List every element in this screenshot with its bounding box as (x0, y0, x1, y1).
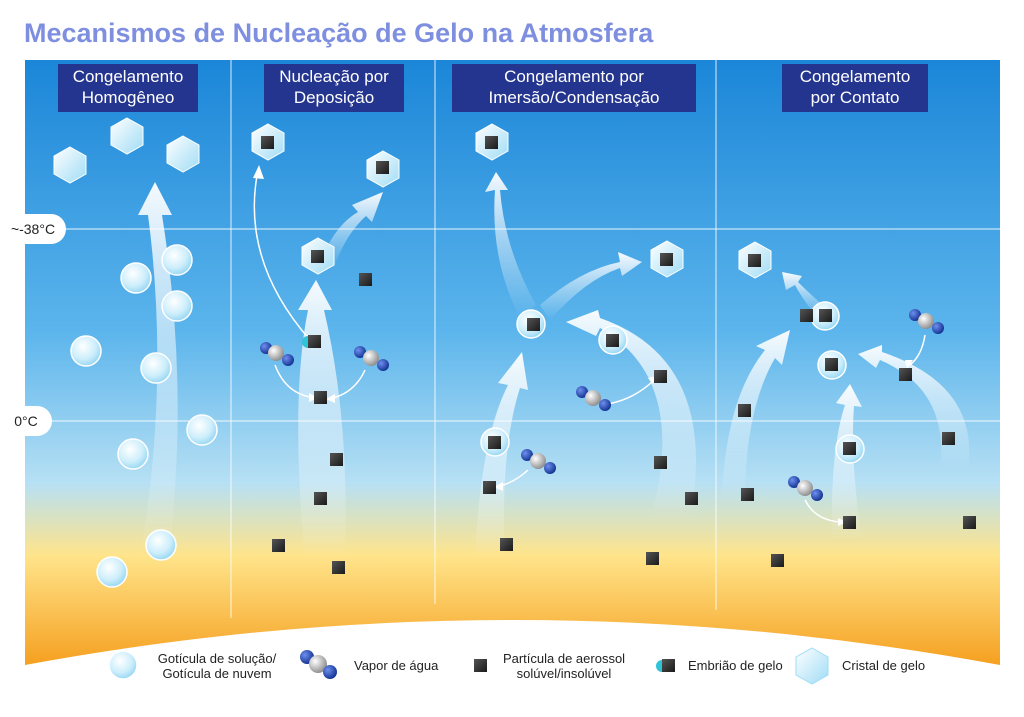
aerosol-particle (330, 453, 343, 466)
aerosol-particle (332, 561, 345, 574)
legend-label-vapor: Vapor de água (354, 658, 439, 673)
ice-crystal (110, 117, 144, 155)
aerosol-particle (314, 391, 327, 404)
immersion-arrow-1 (475, 352, 528, 560)
aerosol-particle (963, 516, 976, 529)
aerosol-particle (942, 432, 955, 445)
aerosol-particle (646, 552, 659, 565)
water-vapor (576, 386, 611, 411)
aerosol-particle (311, 250, 324, 263)
aerosol-particle (606, 334, 619, 347)
droplet-icon (108, 650, 138, 680)
legend-label-droplet: Gotícula de solução/Gotícula de nuvem (157, 651, 277, 681)
contact-arrow-1 (722, 330, 790, 500)
droplet (140, 352, 172, 384)
temperature-label-zero: 0°C (0, 406, 52, 436)
aerosol-particle (899, 368, 912, 381)
aerosol-particle (660, 253, 673, 266)
droplet (145, 529, 177, 561)
column-title-homogeneous: Congelamento Homogêneo (58, 64, 198, 112)
water-vapor-molecules (260, 309, 944, 501)
aerosol-particle (843, 516, 856, 529)
immersion-arrow-3 (540, 252, 642, 320)
aerosol-particle (654, 456, 667, 469)
droplets (70, 244, 218, 588)
water-vapor (788, 476, 823, 501)
aerosol-particle (825, 358, 838, 371)
aerosol-particle (527, 318, 540, 331)
aerosol-particle (843, 442, 856, 455)
column-title-deposition: Nucleação por Deposição (264, 64, 404, 112)
aerosol-particle (376, 161, 389, 174)
aerosol-particle (308, 335, 321, 348)
column-title-immersion: Congelamento por Imersão/Condensação (452, 64, 696, 112)
aerosol-particle (771, 554, 784, 567)
droplet (117, 438, 149, 470)
immersion-arrow-2 (485, 172, 536, 318)
droplet (70, 335, 102, 367)
ice-crystal (53, 146, 87, 184)
aerosol-particle (800, 309, 813, 322)
legend-label-aerosol: Partícula de aerossol solúvel/insolúvel (502, 651, 626, 681)
water-vapor-icon (300, 650, 337, 679)
aerosol-particle (500, 538, 513, 551)
legend-label-embryo: Embrião de gelo (688, 658, 783, 673)
diagram-title: Mecanismos de Nucleação de Gelo na Atmos… (24, 18, 654, 48)
temperature-label-minus38: ~-38°C (0, 214, 66, 244)
ice-crystal (166, 135, 200, 173)
grid-lines (25, 60, 1000, 618)
legend-icons (108, 647, 829, 685)
aerosol-particles (261, 136, 976, 574)
ice-crystal-icon (795, 647, 829, 685)
droplet (161, 244, 193, 276)
deposition-thin-arrow (253, 169, 311, 341)
aerosol-particle (654, 370, 667, 383)
water-vapor (909, 309, 944, 334)
water-vapor (354, 346, 389, 371)
ice-embryo (302, 336, 308, 348)
droplet (96, 556, 128, 588)
column-title-contact: Congelamento por Contato (782, 64, 928, 112)
aerosol-particle (741, 488, 754, 501)
aerosol-particle (748, 254, 761, 267)
vapor-arrows (274, 334, 926, 523)
aerosol-particle (359, 273, 372, 286)
droplet (120, 262, 152, 294)
aerosol-particle (819, 309, 832, 322)
deposition-arrow-2 (320, 192, 383, 268)
aerosol-particle (483, 481, 496, 494)
aerosol-particle (738, 404, 751, 417)
aerosol-particle (261, 136, 274, 149)
legend-label-crystal: Cristal de gelo (842, 658, 926, 673)
aerosol-particle-icon (474, 659, 487, 672)
water-vapor (260, 342, 294, 366)
aerosol-particle (488, 436, 501, 449)
contact-arrow-4 (858, 345, 970, 470)
aerosol-particle (485, 136, 498, 149)
ice-embryo-icon (656, 659, 675, 672)
deposition-arrow-1 (298, 280, 346, 560)
water-vapor (521, 449, 556, 474)
droplet (161, 290, 193, 322)
aerosol-particle (685, 492, 698, 505)
droplet (186, 414, 218, 446)
aerosol-particle (314, 492, 327, 505)
aerosol-particle (272, 539, 285, 552)
sky-background (25, 60, 1000, 665)
